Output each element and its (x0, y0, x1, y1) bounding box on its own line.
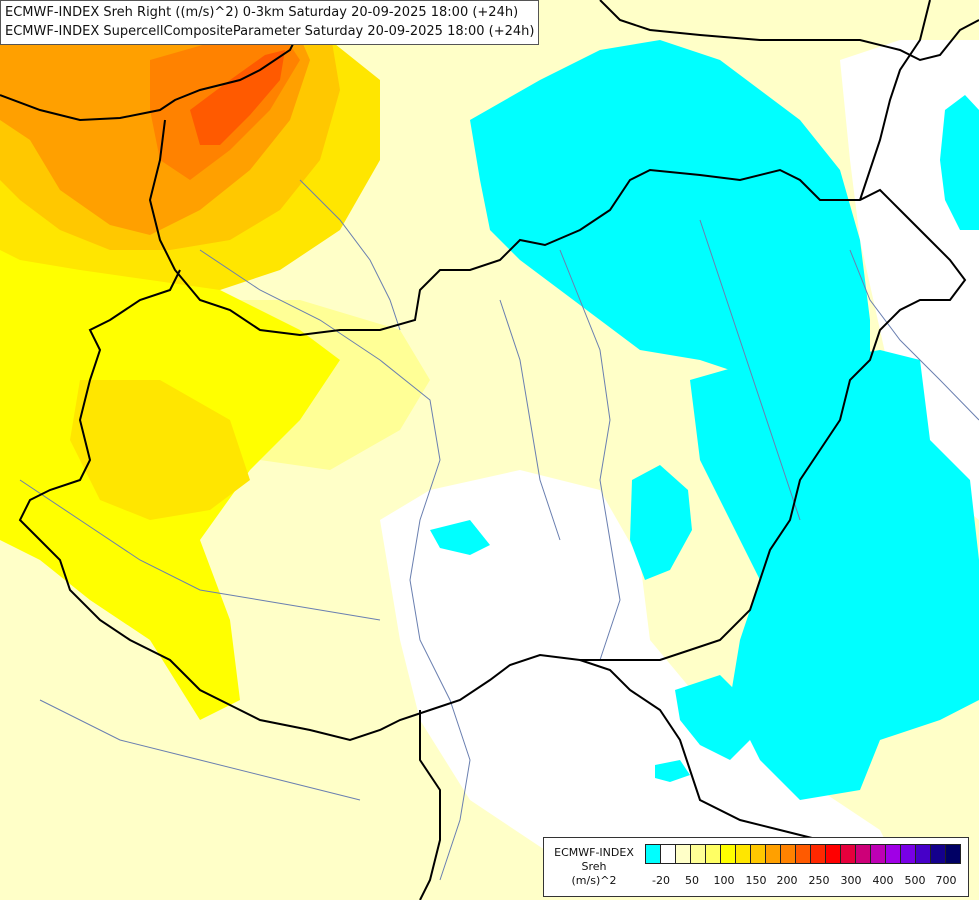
river-3 (559, 249, 621, 661)
river-6 (499, 299, 561, 541)
legend-swatch (930, 844, 946, 864)
legend-swatch (915, 844, 931, 864)
legend-tick-label: 300 (840, 874, 862, 887)
field-negative-small-dot (655, 760, 690, 782)
legend-tick-label: 700 (935, 874, 957, 887)
legend-swatch (810, 844, 826, 864)
river-7 (849, 249, 979, 421)
field-negative-far-east (940, 95, 979, 230)
map-title-box: ECMWF-INDEX Sreh Right ((m/s)^2) 0-3km S… (0, 0, 540, 45)
river-1 (199, 249, 471, 881)
border-north-1 (0, 9, 321, 122)
map-title-line-1: ECMWF-INDEX Sreh Right ((m/s)^2) 0-3km S… (5, 5, 519, 20)
map-title-line-2: ECMWF-INDEX SupercellCompositeParameter … (5, 24, 535, 39)
legend-tick-label: 200 (776, 874, 798, 887)
river-8 (39, 699, 361, 801)
border-north-2 (599, 0, 979, 62)
color-legend: ECMWF-INDEX Sreh (m/s)^2 -20 50 100 150 200 2… (543, 837, 969, 897)
river-4 (699, 219, 801, 521)
legend-swatch (750, 844, 766, 864)
legend-swatch (825, 844, 841, 864)
legend-swatch (690, 844, 706, 864)
river-2 (299, 179, 401, 331)
border-east-1 (859, 0, 931, 201)
legend-name: ECMWF-INDEX Sreh (m/s)^2 (548, 846, 640, 888)
field-neutral-east (380, 470, 900, 880)
legend-variable: Sreh (581, 860, 607, 873)
legend-swatch (660, 844, 676, 864)
field-gold-southwest (70, 380, 250, 520)
legend-swatch (765, 844, 781, 864)
field-red-orange-north (190, 50, 285, 145)
rivers (19, 179, 979, 881)
field-negative-south-blob (675, 675, 750, 760)
legend-swatch (735, 844, 751, 864)
river-5 (19, 479, 381, 621)
legend-swatch (795, 844, 811, 864)
legend-tick-labels: -20 50 100 150 200 250 300 400 500 700 (645, 874, 975, 888)
legend-swatch (675, 844, 691, 864)
legend-swatch (945, 844, 961, 864)
legend-tick-label: 500 (904, 874, 926, 887)
field-negative-central-blob (630, 465, 692, 580)
legend-swatch (900, 844, 916, 864)
legend-swatch (645, 844, 661, 864)
border-south-2 (419, 710, 441, 900)
field-negative-east-corridor (690, 350, 979, 800)
border-south-1 (579, 659, 821, 841)
legend-tick-label: 50 (685, 874, 699, 887)
legend-swatch (855, 844, 871, 864)
legend-source: ECMWF-INDEX (554, 846, 634, 859)
legend-tick-label: 400 (872, 874, 894, 887)
field-negative-southwest-blob (430, 520, 490, 555)
legend-swatch (885, 844, 901, 864)
legend-swatch (780, 844, 796, 864)
legend-tick-label: 250 (808, 874, 830, 887)
legend-swatch (870, 844, 886, 864)
border-west-1 (18, 119, 967, 742)
legend-swatch (840, 844, 856, 864)
legend-swatch (720, 844, 736, 864)
legend-unit: (m/s)^2 (571, 874, 617, 887)
legend-tick-label: 150 (745, 874, 767, 887)
field-negative-north-band (470, 40, 870, 400)
legend-swatch (705, 844, 721, 864)
legend-tick-label: 100 (713, 874, 735, 887)
legend-swatches (645, 844, 961, 864)
legend-tick-label: -20 (652, 874, 670, 887)
